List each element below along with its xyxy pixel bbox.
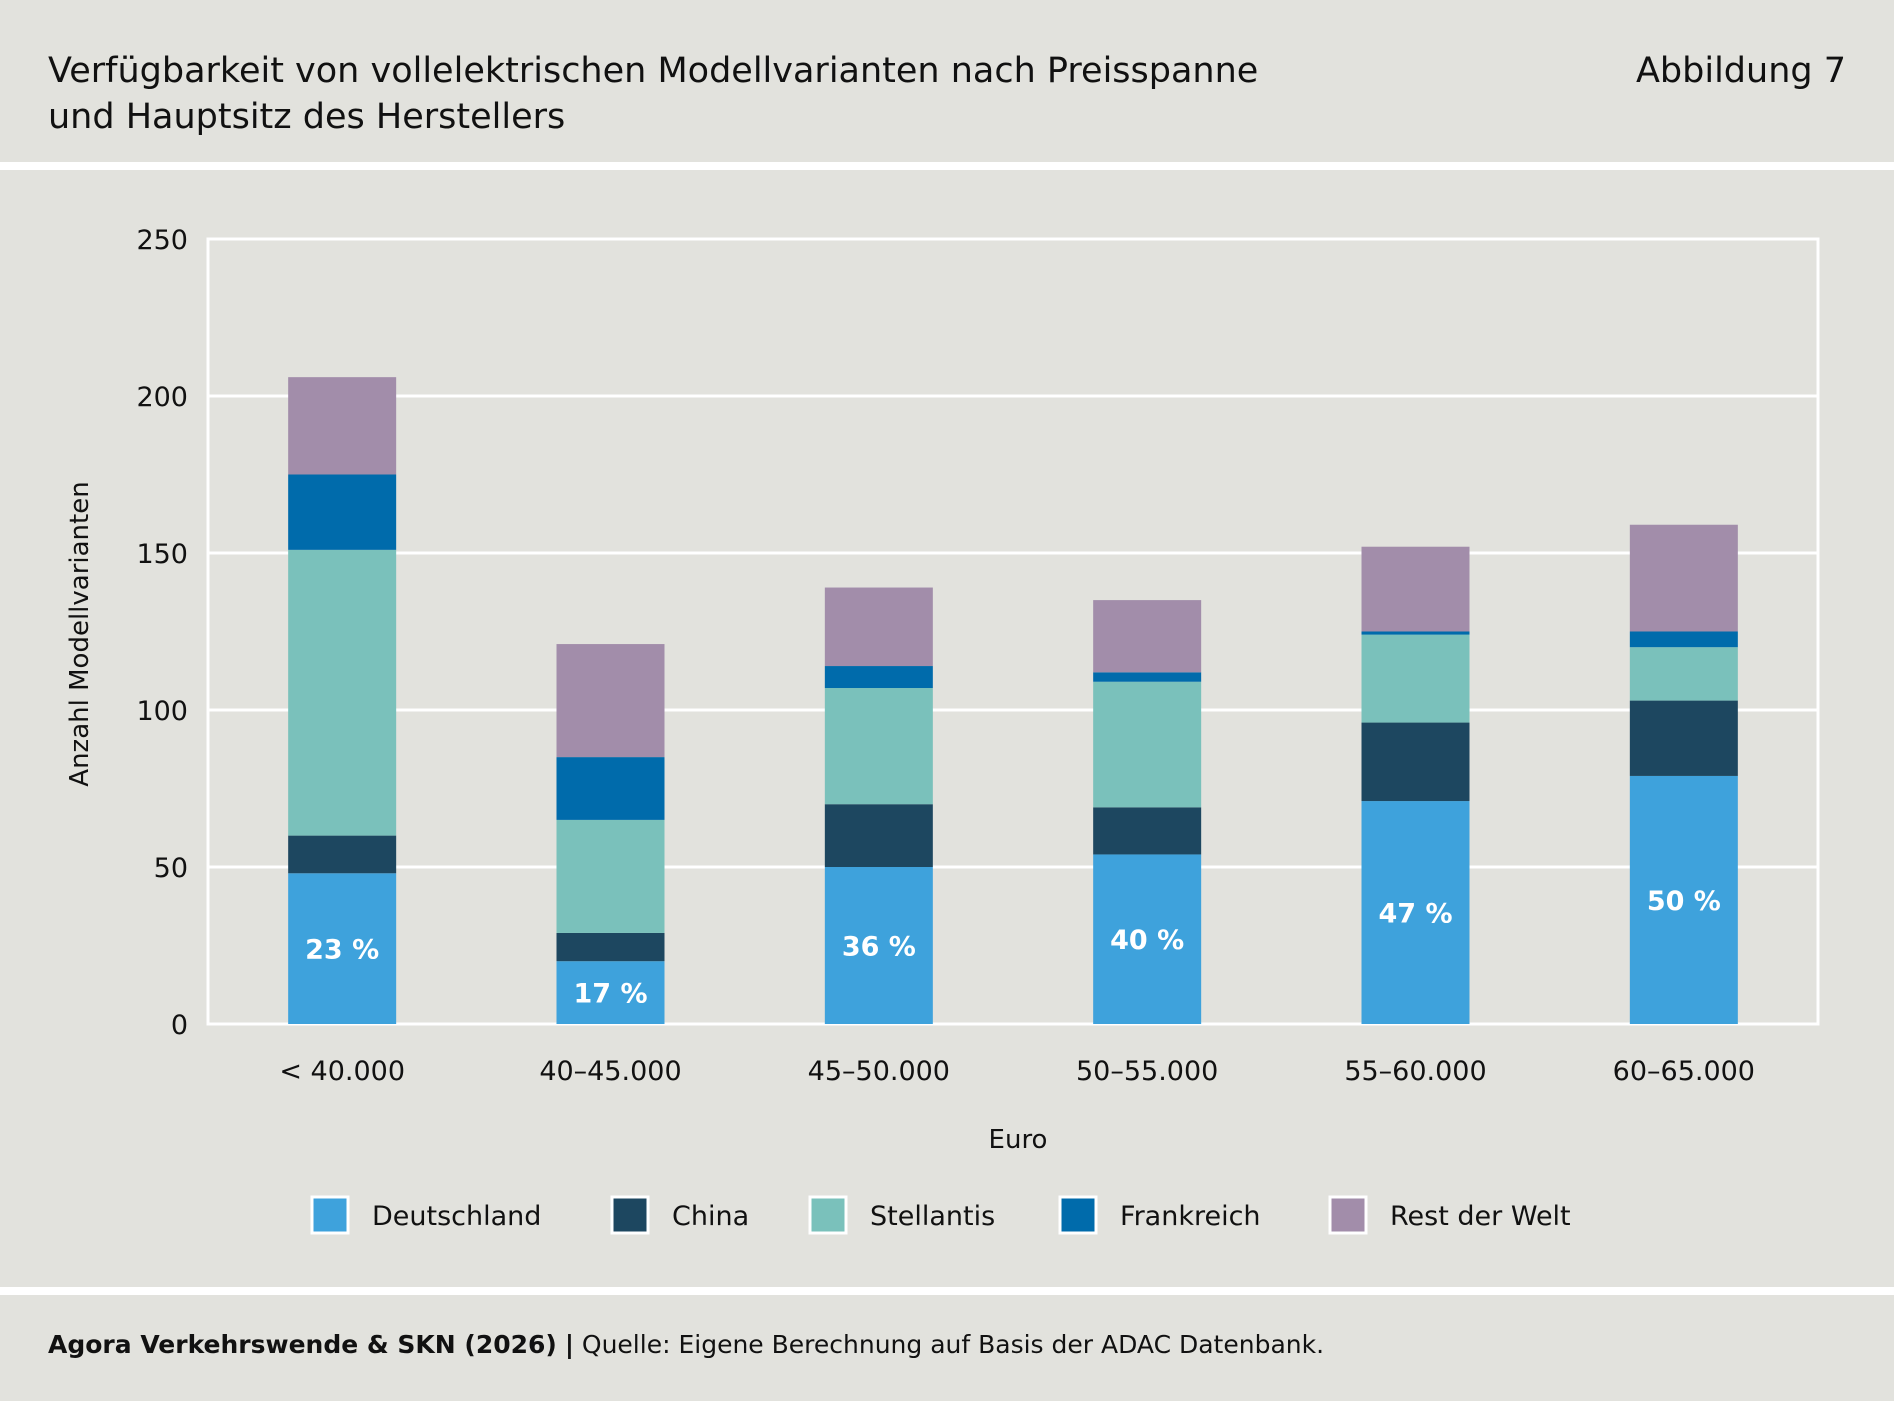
axes: 0 50 100 150 200 250 < 40.000 40–45.000 45–50.00… — [136, 225, 1755, 1087]
legend-label: Frankreich — [1120, 1201, 1261, 1232]
x-tick-label: < 40.000 — [279, 1056, 405, 1087]
y-tick-label: 0 — [171, 1010, 188, 1041]
legend-label: China — [672, 1201, 749, 1232]
y-tick-label: 50 — [154, 853, 188, 884]
bar-segment-china — [288, 835, 397, 874]
bar-segment-china — [556, 932, 665, 962]
grid — [206, 237, 1820, 1026]
title-line-1: Verfügbarkeit von vollelektrischen Model… — [48, 51, 1259, 91]
bar-segment-stellantis — [824, 688, 933, 805]
title-line-2: und Hauptsitz des Herstellers — [48, 97, 566, 137]
legend-swatch — [1328, 1195, 1368, 1235]
bar-segment-china — [1361, 722, 1470, 802]
legend: Deutschland China Stellantis Frankreich Rest… — [310, 1195, 1571, 1235]
data-label: 36 % — [842, 932, 916, 963]
chart-title: Verfügbarkeit von vollelektrischen Model… — [48, 48, 1348, 140]
x-tick-label: 50–55.000 — [1076, 1056, 1218, 1087]
bar-segment-stellantis — [1629, 647, 1738, 701]
y-tick-label: 250 — [136, 225, 188, 256]
footer: Agora Verkehrswende & SKN (2026) | Quell… — [48, 1330, 1324, 1359]
bar-segment-frankreich — [1361, 631, 1470, 635]
legend-label: Deutschland — [372, 1201, 541, 1232]
legend-swatch — [1058, 1195, 1098, 1235]
y-tick-label: 200 — [136, 382, 188, 413]
footer-separator: | — [564, 1330, 574, 1359]
legend-swatch — [808, 1195, 848, 1235]
bar-segment-frankreich — [556, 757, 665, 820]
data-label: 50 % — [1647, 886, 1721, 917]
data-label: 23 % — [305, 935, 379, 966]
bar-segment-china — [1629, 700, 1738, 776]
x-tick-label: 55–60.000 — [1344, 1056, 1486, 1087]
footer-credit: Agora Verkehrswende & SKN (2026) — [48, 1330, 557, 1359]
legend-swatch — [310, 1195, 350, 1235]
y-axis-title: Anzahl Modellvarianten — [65, 481, 95, 786]
bar-segment-deutschland — [1361, 801, 1470, 1024]
footer-source: Quelle: Eigene Berechnung auf Basis der … — [581, 1330, 1325, 1359]
bar-segment-deutschland — [556, 961, 665, 1024]
bar-segment-rest-der-welt — [1093, 600, 1202, 673]
bar-segment-rest-der-welt — [556, 644, 665, 758]
bar-segment-rest-der-welt — [1629, 524, 1738, 632]
bar-segment-frankreich — [1629, 631, 1738, 648]
y-tick-label: 100 — [136, 696, 188, 727]
bar-segment-stellantis — [288, 549, 397, 836]
bar-segment-rest-der-welt — [824, 587, 933, 667]
legend-swatch — [610, 1195, 650, 1235]
bar-segment-frankreich — [1093, 672, 1202, 682]
legend-label: Stellantis — [870, 1201, 995, 1232]
footer-divider — [0, 1287, 1894, 1295]
bar-segment-rest-der-welt — [1361, 546, 1470, 632]
bar-segment-stellantis — [1361, 634, 1470, 723]
bar-segment-stellantis — [1093, 681, 1202, 808]
bar-segment-deutschland — [288, 873, 397, 1024]
x-tick-label: 45–50.000 — [808, 1056, 950, 1087]
bar-segment-china — [1093, 807, 1202, 855]
x-axis-title: Euro — [989, 1125, 1048, 1155]
bar-segment-china — [824, 804, 933, 867]
bar-segment-stellantis — [556, 819, 665, 933]
bar-segment-rest-der-welt — [288, 377, 397, 475]
data-label: 40 % — [1110, 925, 1184, 956]
y-tick-label: 150 — [136, 539, 188, 570]
x-tick-label: 60–65.000 — [1613, 1056, 1755, 1087]
bar-segment-frankreich — [288, 474, 397, 550]
bars: 23 % 17 % 36 % 40 % 47 % 50 % — [288, 377, 1738, 1024]
legend-label: Rest der Welt — [1390, 1201, 1571, 1232]
data-label: 47 % — [1378, 899, 1452, 930]
bar-segment-deutschland — [1629, 775, 1738, 1024]
data-label: 17 % — [573, 979, 647, 1010]
header: Verfügbarkeit von vollelektrischen Model… — [0, 0, 1894, 170]
figure-label: Abbildung 7 — [1635, 51, 1846, 91]
x-tick-label: 40–45.000 — [539, 1056, 681, 1087]
bar-segment-frankreich — [824, 666, 933, 689]
bar-segment-deutschland — [1093, 854, 1202, 1024]
bar-segment-deutschland — [824, 867, 933, 1024]
plot-frame — [206, 237, 1820, 1026]
